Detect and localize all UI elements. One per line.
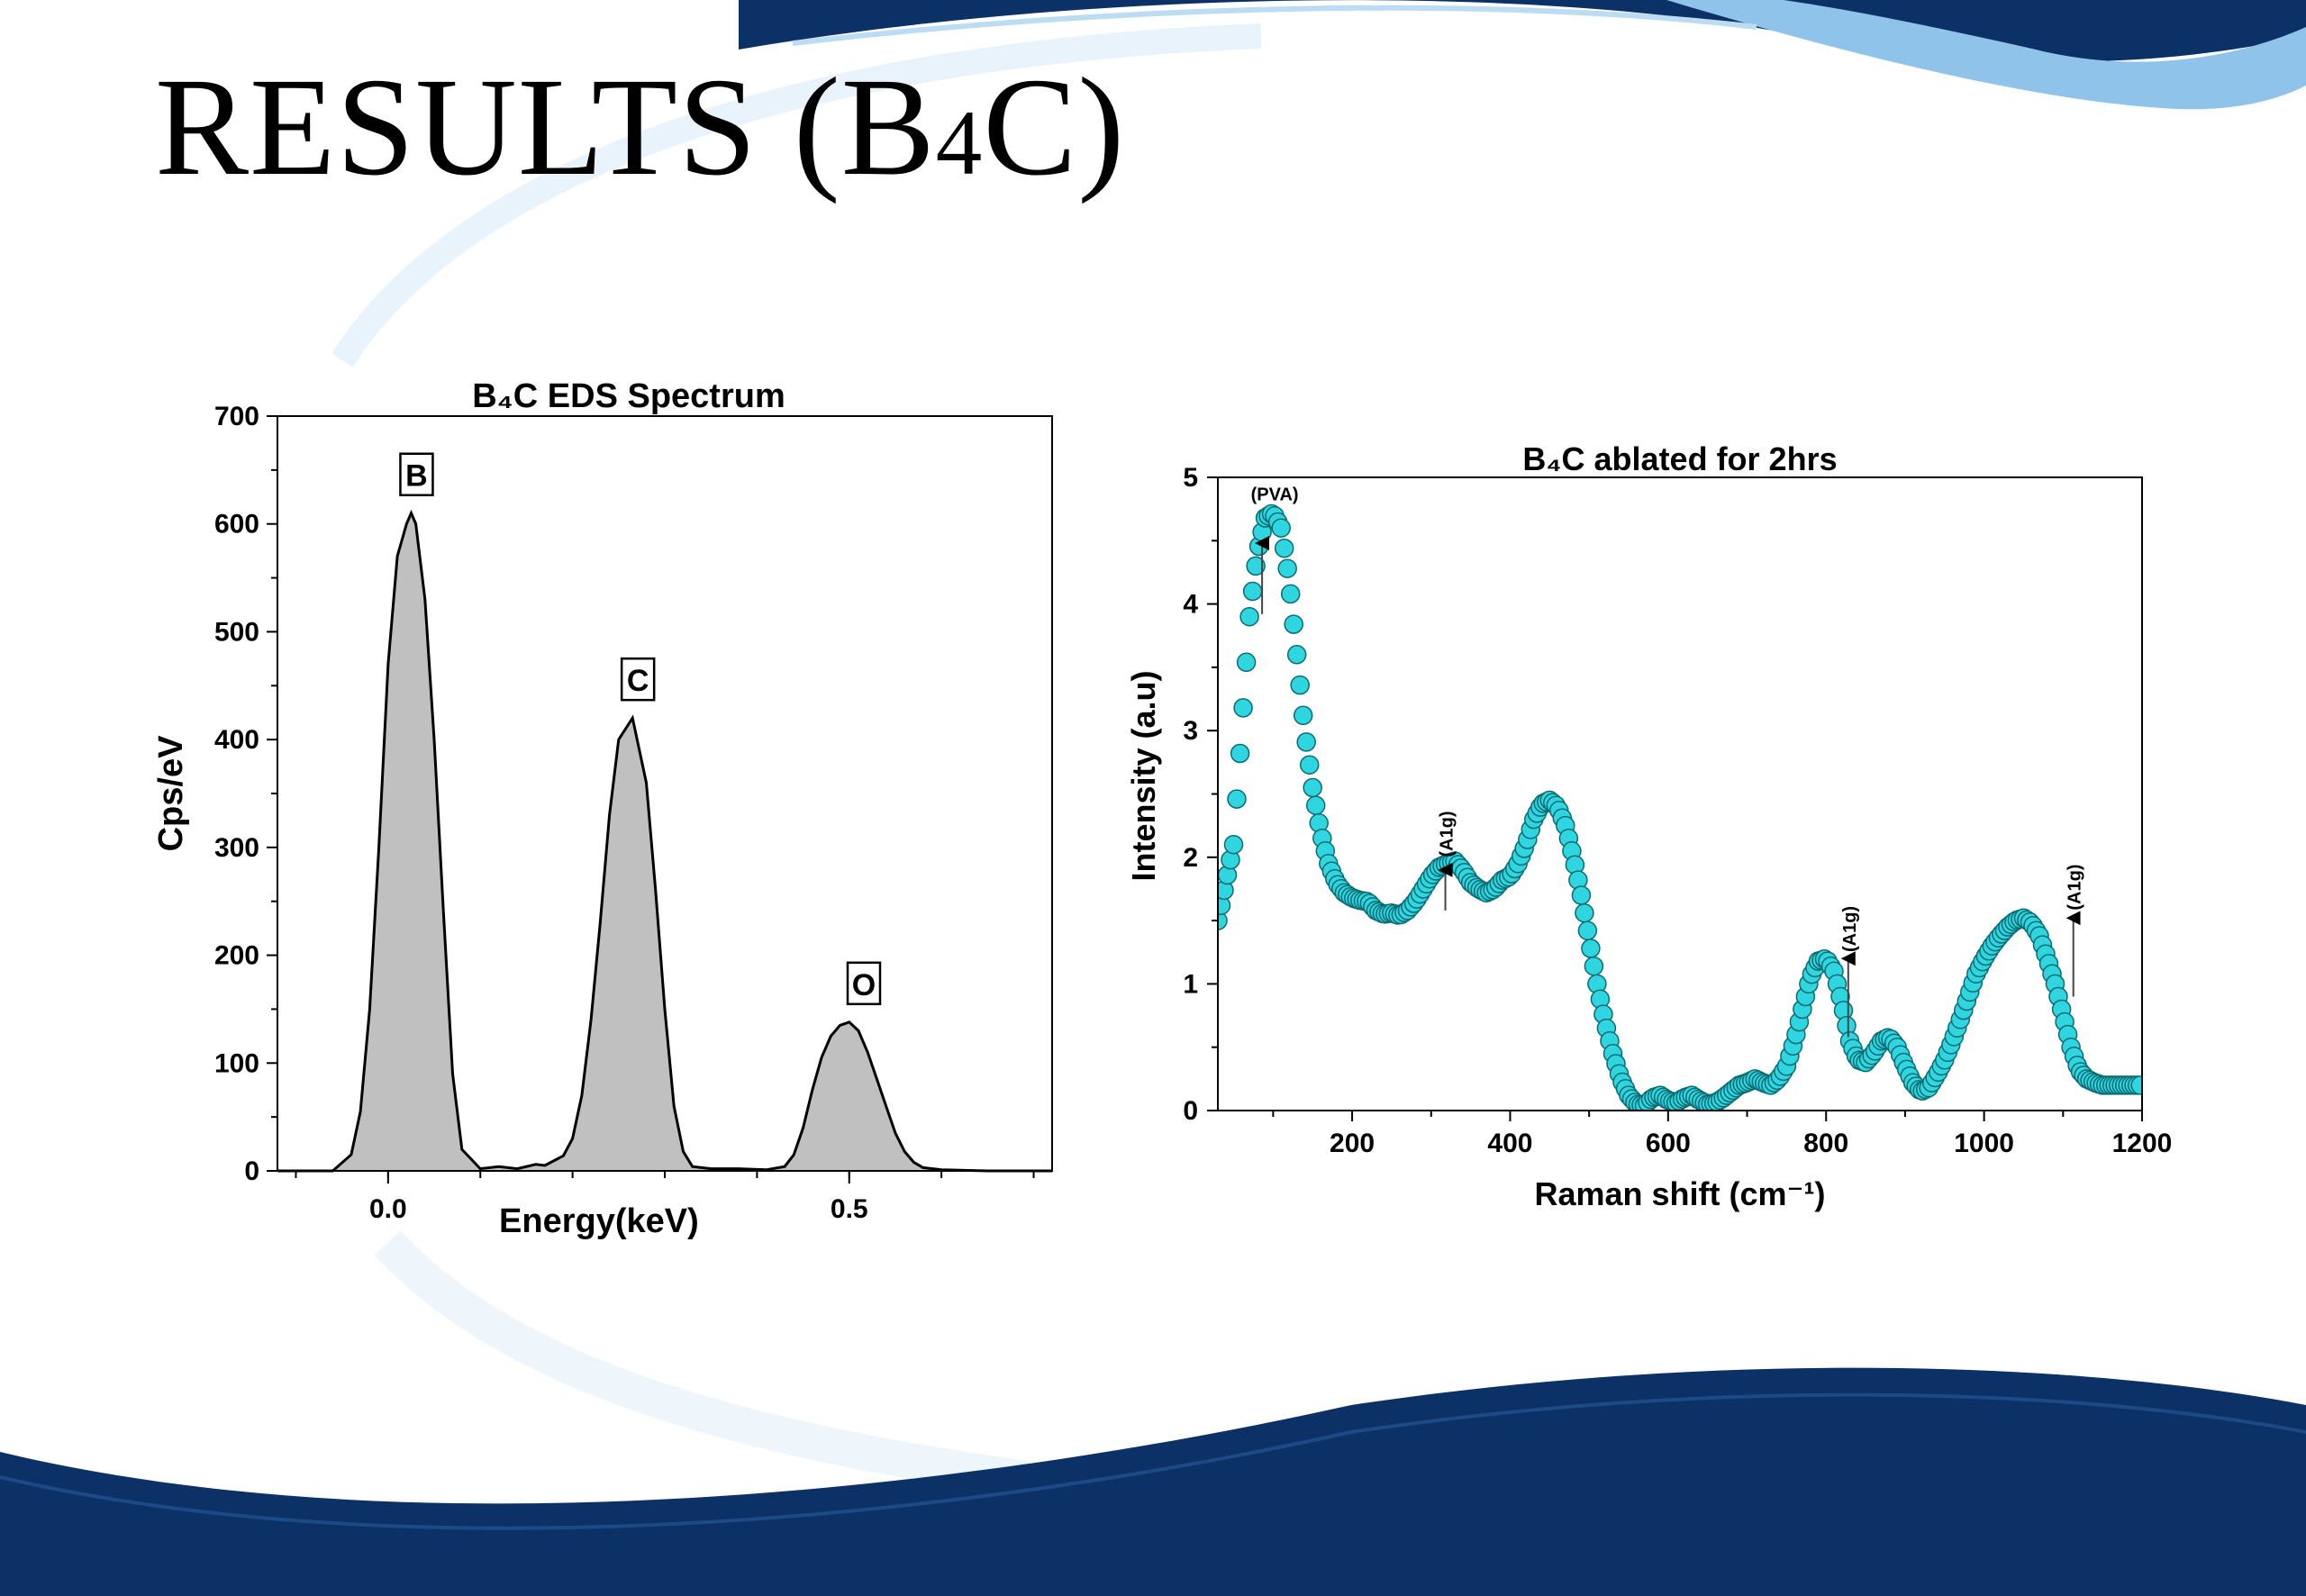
raman-annotation-label: (A1g): [1840, 906, 1860, 952]
faint-arc-bottom: [374, 1230, 1084, 1504]
eds-peak-label: O: [852, 968, 876, 1002]
raman-data-point: [1280, 584, 1301, 604]
top-wave-light: [1666, 0, 2306, 110]
raman-data-point: [1236, 652, 1257, 673]
eds-peak-label-box: [399, 452, 434, 496]
raman-x-tick-label: 800: [1803, 1129, 1848, 1158]
raman-data-point: [1239, 606, 1259, 627]
raman-data-point: [1577, 920, 1598, 941]
eds-y-tick-label: 700: [214, 402, 259, 431]
raman-data-point: [1233, 698, 1253, 718]
raman-data-point: [1230, 743, 1250, 764]
eds-peak-label: C: [627, 664, 649, 698]
raman-data-point: [1277, 558, 1297, 578]
slide-title-subscript: 4: [935, 92, 984, 195]
eds-spectrum-area: [277, 512, 1052, 1171]
eds-y-tick-label: 300: [214, 833, 259, 863]
raman-annotation-label: (PVA): [1251, 485, 1299, 504]
raman-spectrum-chart: 0 1 2 3 4 5 200 400 600 800 1000 1200 B₄C ablated fo…: [1125, 440, 2173, 1212]
raman-data-point: [1227, 789, 1247, 809]
raman-data-point: [1242, 581, 1263, 602]
raman-y-tick-label: 4: [1183, 590, 1198, 620]
eds-peak-label-box: [620, 657, 656, 702]
raman-data-point: [1290, 675, 1310, 695]
raman-x-tick-label: 600: [1646, 1129, 1691, 1158]
raman-annotation-label: (A1g): [1438, 811, 1457, 857]
raman-y-tick-label: 2: [1183, 843, 1198, 873]
raman-y-tick-label: 3: [1183, 716, 1198, 746]
raman-chart-title: B₄C ablated for 2hrs: [1522, 440, 1837, 477]
raman-x-tick-label: 1000: [1954, 1129, 2014, 1158]
raman-data-point: [1274, 538, 1294, 558]
raman-x-tick-label: 400: [1487, 1129, 1532, 1158]
eds-y-tick-label: 100: [214, 1048, 259, 1078]
raman-y-tick-label: 5: [1183, 463, 1198, 493]
raman-data-point: [1571, 885, 1592, 905]
eds-spectrum-line: [277, 509, 1052, 1173]
raman-y-tick-label: 1: [1183, 969, 1198, 999]
raman-plot-frame: [1217, 476, 2143, 1111]
eds-spectrum-chart: 0 100 200 300 400 500 600 700 0.0 0.5 B₄C EDS Spec…: [152, 377, 1053, 1240]
raman-data-point: [1246, 556, 1266, 576]
slide-title: RESULTS (B4C): [155, 49, 1126, 204]
raman-data-point: [1581, 939, 1601, 958]
eds-x-axis-label: Energy(keV): [499, 1202, 699, 1240]
bottom-wave-navy: [0, 1367, 2306, 1596]
raman-data-point: [1271, 518, 1291, 538]
top-wave-light-thin: [792, 5, 1757, 46]
raman-x-tick-label: 1200: [2112, 1129, 2173, 1158]
raman-data-point: [1293, 705, 1313, 726]
raman-x-axis-label: Raman shift (cm⁻¹): [1534, 1175, 1825, 1212]
eds-x-tick-label: 0.5: [831, 1194, 868, 1224]
raman-data-point: [1305, 795, 1326, 815]
raman-data-point: [1286, 645, 1307, 665]
eds-peak-label: B: [405, 459, 428, 494]
eds-chart-title: B₄C EDS Spectrum: [472, 377, 785, 415]
raman-data-point: [1584, 956, 1604, 976]
eds-y-tick-label: 0: [244, 1156, 259, 1186]
eds-y-axis-label: Cps/eV: [152, 735, 190, 851]
eds-y-tick-label: 500: [214, 617, 259, 647]
eds-y-tick-label: 400: [214, 725, 259, 755]
eds-y-tick-label: 600: [214, 510, 259, 540]
eds-x-tick-label: 0.0: [369, 1194, 407, 1224]
raman-data-point: [1575, 902, 1594, 923]
raman-data-point: [1296, 732, 1316, 752]
raman-markers: [1218, 503, 2142, 1111]
raman-data-point: [1223, 834, 1244, 855]
raman-x-tick-label: 200: [1330, 1129, 1375, 1158]
raman-data-point: [1218, 911, 1228, 930]
raman-y-axis-label: Intensity (a.u): [1125, 670, 1162, 881]
raman-data-point: [1303, 777, 1322, 798]
faint-arc-top: [331, 23, 1262, 367]
raman-annotation-label: (A1g): [2065, 865, 2085, 911]
raman-data-point: [2130, 1075, 2142, 1095]
raman-y-tick-label: 0: [1183, 1096, 1198, 1126]
eds-y-tick-label: 200: [214, 941, 259, 971]
eds-peak-label-box: [846, 961, 882, 1006]
raman-data-point: [1284, 614, 1303, 634]
bottom-wave-accent: [0, 1392, 2306, 1530]
raman-data-point: [1299, 755, 1320, 775]
